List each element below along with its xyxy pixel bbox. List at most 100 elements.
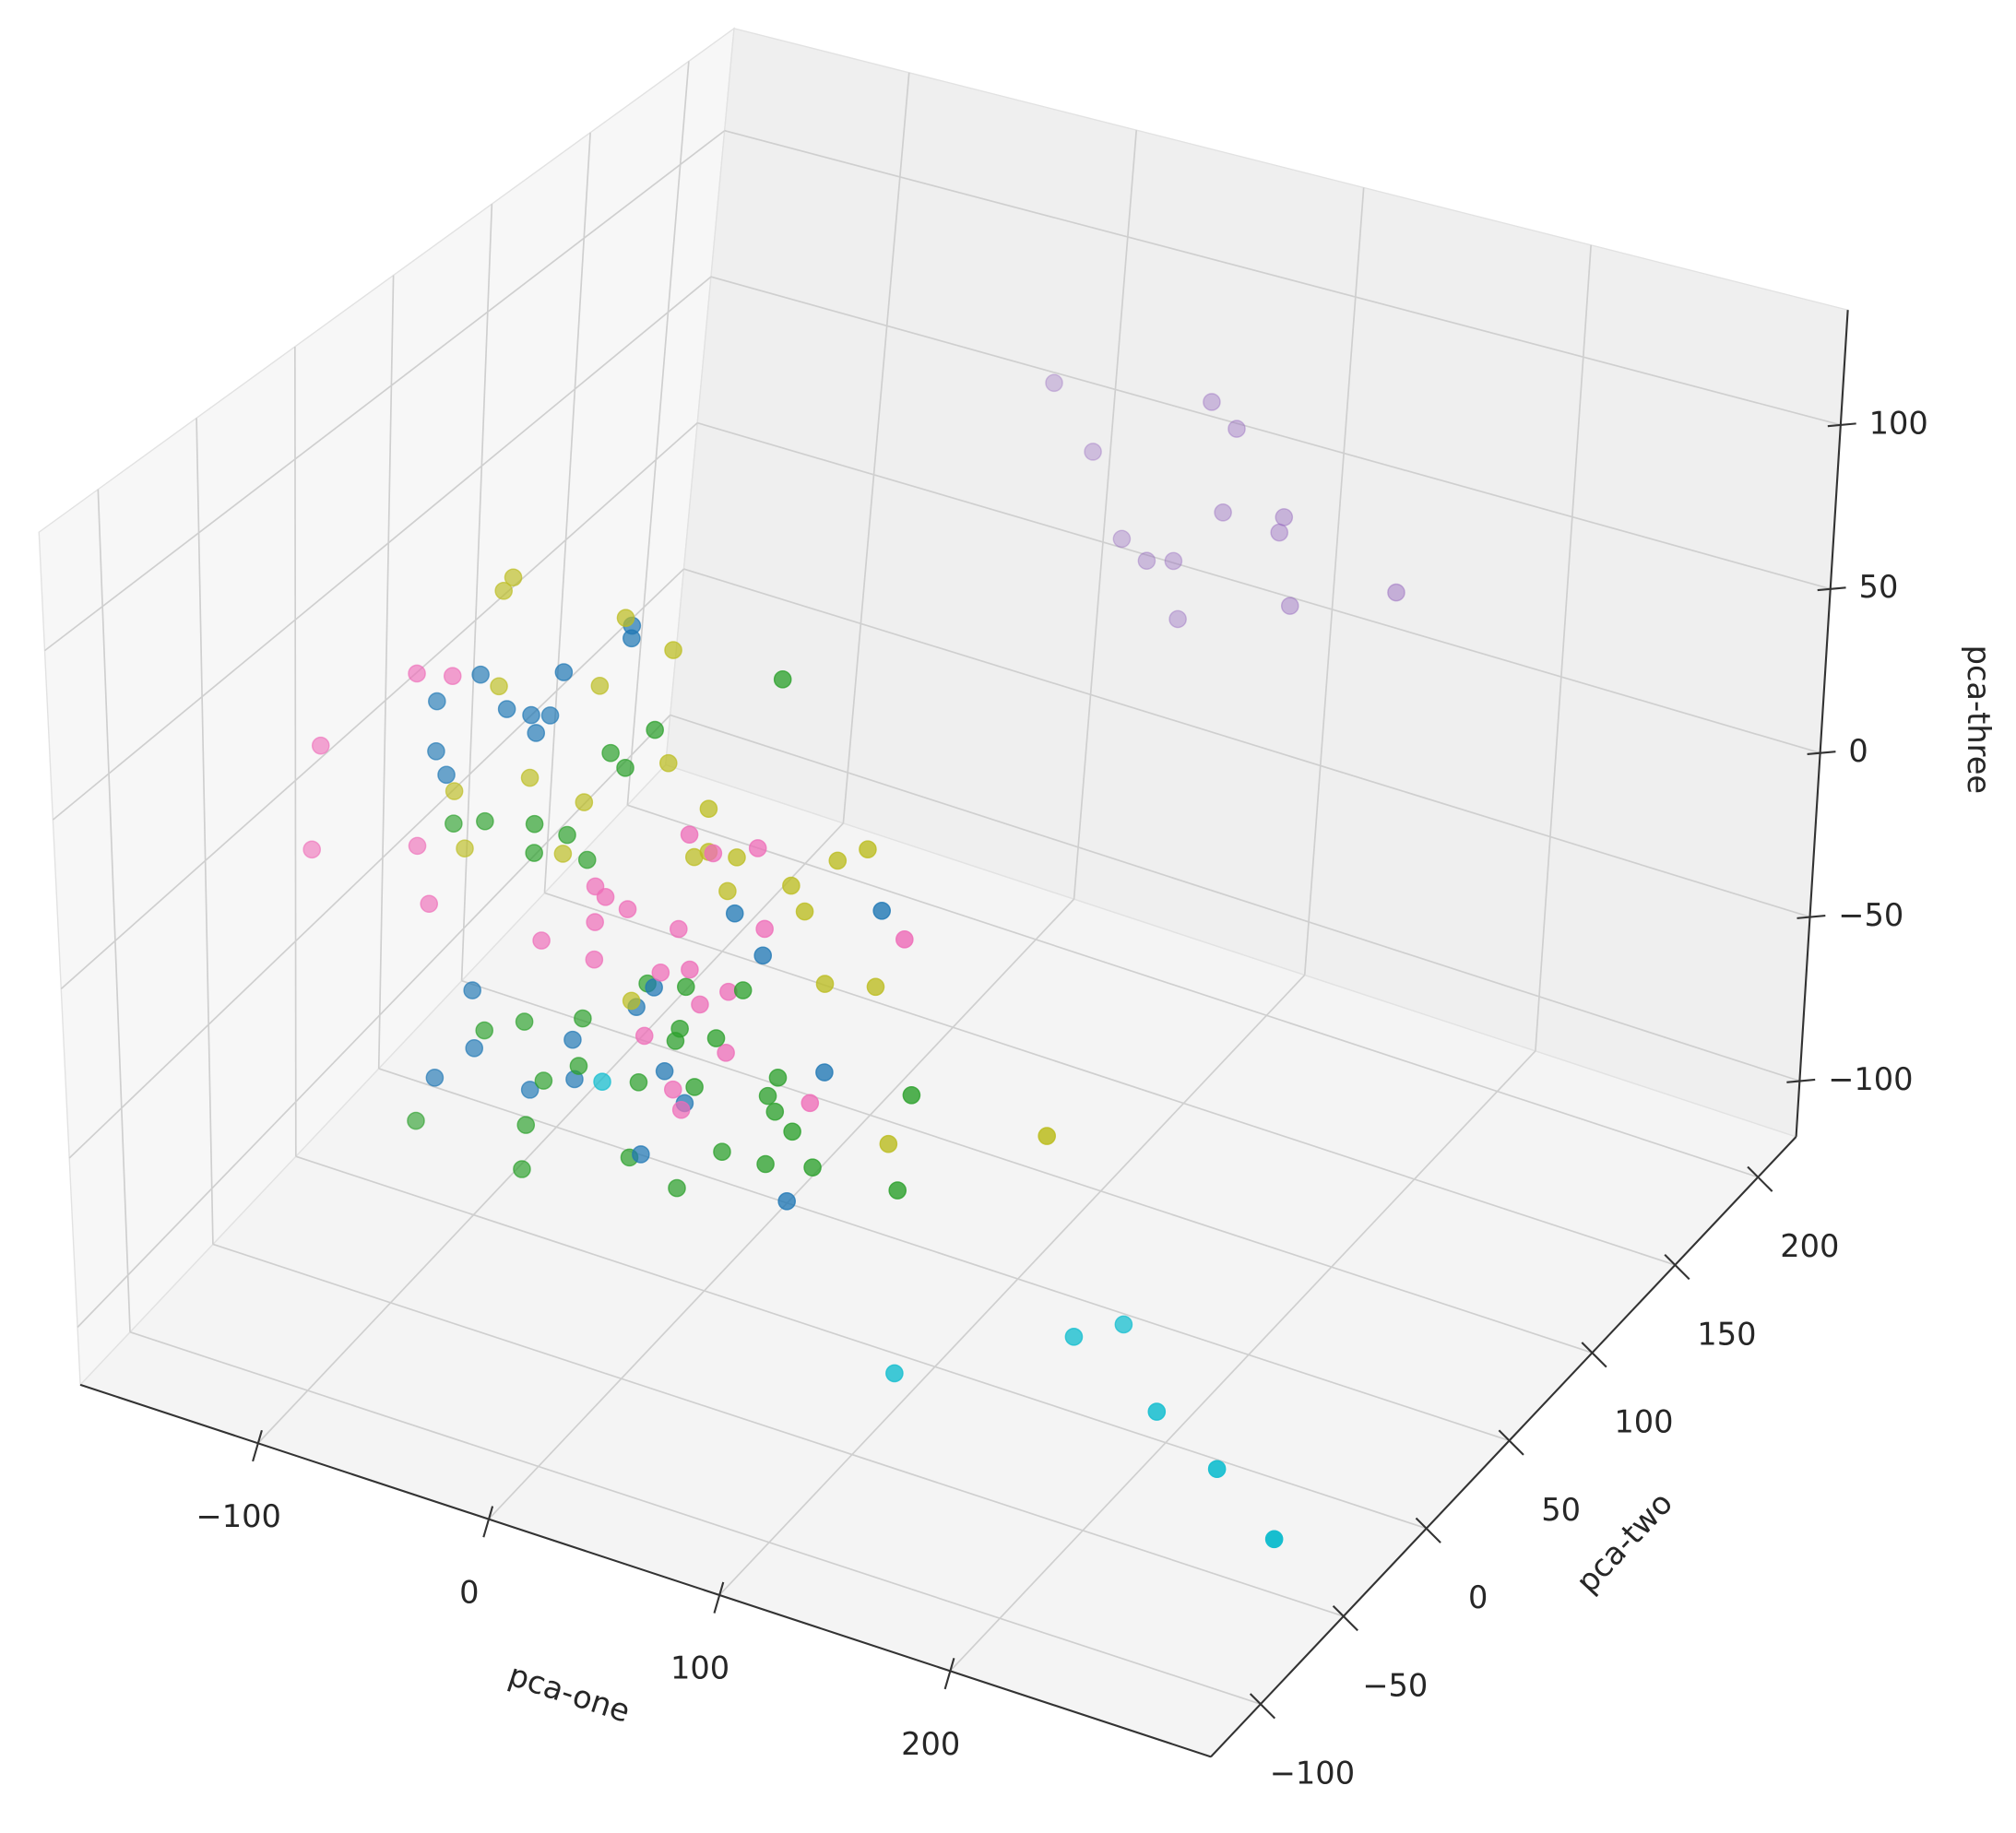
data-point xyxy=(465,1039,484,1058)
x-grid-line xyxy=(1535,244,1592,1051)
data-point xyxy=(601,743,620,763)
data-point xyxy=(558,825,576,845)
y-grid-line xyxy=(378,1068,1510,1442)
z-tick-mark xyxy=(1827,422,1856,428)
data-point xyxy=(490,677,508,696)
data-point xyxy=(717,1043,735,1062)
data-point xyxy=(616,609,635,627)
data-point xyxy=(685,1078,704,1096)
data-point xyxy=(902,1085,921,1105)
data-point xyxy=(515,1012,534,1031)
y-grid-line xyxy=(97,489,131,1332)
data-point xyxy=(311,736,330,755)
data-point xyxy=(471,665,490,684)
z-tick-mark xyxy=(1786,1078,1816,1083)
x-tick-label: 0 xyxy=(459,1574,479,1610)
x-tick-label: 200 xyxy=(901,1726,960,1762)
z-tick-mark xyxy=(1807,751,1836,756)
z-grid-line xyxy=(77,714,671,1329)
data-point xyxy=(497,700,516,718)
z-grid-line xyxy=(52,276,712,821)
y-tick-mark xyxy=(1332,1604,1358,1632)
y-tick-mark xyxy=(1498,1429,1524,1456)
y-grid-line xyxy=(129,1330,1262,1705)
y-tick-label: 100 xyxy=(1614,1404,1673,1440)
data-point xyxy=(407,1111,425,1130)
z-tick-label: −50 xyxy=(1838,897,1903,933)
y-grid-line xyxy=(293,346,297,1157)
x-grid-line xyxy=(842,72,910,823)
x-tick-mark xyxy=(482,1506,494,1538)
data-point xyxy=(748,839,767,857)
data-point xyxy=(574,1009,592,1028)
data-point xyxy=(494,581,514,600)
z-tick-label: 0 xyxy=(1848,733,1868,769)
data-point xyxy=(733,981,753,999)
data-point xyxy=(859,840,877,858)
z-tick-label: −100 xyxy=(1828,1061,1913,1097)
x-tick-label: −100 xyxy=(196,1498,281,1534)
data-point xyxy=(632,1145,650,1164)
data-point xyxy=(1112,529,1132,549)
data-point xyxy=(427,741,445,761)
data-point xyxy=(569,1057,588,1075)
data-point xyxy=(680,825,699,844)
x-tick-mark xyxy=(943,1657,955,1690)
data-point xyxy=(676,977,695,997)
grid xyxy=(43,61,1842,1705)
data-point xyxy=(803,1158,822,1177)
y-tick-label: 0 xyxy=(1468,1579,1488,1615)
data-point xyxy=(577,850,597,869)
x-grid-line xyxy=(1073,130,1138,900)
x-tick-mark xyxy=(252,1429,263,1462)
data-point xyxy=(463,981,481,999)
data-point xyxy=(783,1122,801,1141)
y-grid-line xyxy=(295,1155,1427,1530)
data-point xyxy=(895,930,914,949)
y-tick-mark xyxy=(1664,1253,1690,1281)
data-point xyxy=(888,1181,907,1200)
data-point xyxy=(634,1026,654,1046)
z-tick-label: 100 xyxy=(1869,405,1928,441)
y-grid-line xyxy=(543,132,591,893)
data-point xyxy=(879,1134,898,1153)
x-grid-line xyxy=(488,898,1075,1520)
panes xyxy=(38,27,1849,1758)
y-grid-line xyxy=(544,892,1676,1266)
data-point xyxy=(828,851,848,870)
data-point xyxy=(629,1072,648,1092)
data-point xyxy=(670,919,688,939)
y-tick-label: 50 xyxy=(1541,1492,1581,1528)
data-point xyxy=(1387,583,1405,602)
data-point xyxy=(651,964,670,982)
y-tick-mark xyxy=(1415,1517,1441,1543)
data-point xyxy=(670,1019,689,1038)
z-grid-line xyxy=(683,568,1810,918)
y-tick-mark xyxy=(1581,1342,1607,1368)
data-point xyxy=(525,814,544,834)
data-point xyxy=(800,1094,820,1113)
y-tick-label: −100 xyxy=(1270,1756,1355,1792)
z-tick-mark xyxy=(1797,915,1826,919)
data-point xyxy=(443,667,462,685)
data-point xyxy=(645,978,663,997)
data-point xyxy=(1045,373,1063,393)
data-point xyxy=(534,1071,553,1090)
data-point xyxy=(445,814,463,834)
data-point xyxy=(691,995,709,1014)
data-point xyxy=(616,759,634,777)
data-point xyxy=(1114,1315,1133,1334)
data-point xyxy=(437,765,456,785)
data-point xyxy=(425,1069,445,1087)
z-axis-label: pca-three xyxy=(1961,645,1997,794)
x-grid-line xyxy=(1303,187,1365,976)
x-axis-label: pca-one xyxy=(504,1657,634,1730)
z-tick-label: 50 xyxy=(1859,569,1899,605)
data-point xyxy=(782,876,800,895)
z-grid-line xyxy=(710,276,1831,590)
data-point xyxy=(1264,1530,1284,1549)
y-grid-line xyxy=(627,804,1759,1178)
data-point xyxy=(795,902,814,921)
z-grid-line xyxy=(724,129,1842,426)
